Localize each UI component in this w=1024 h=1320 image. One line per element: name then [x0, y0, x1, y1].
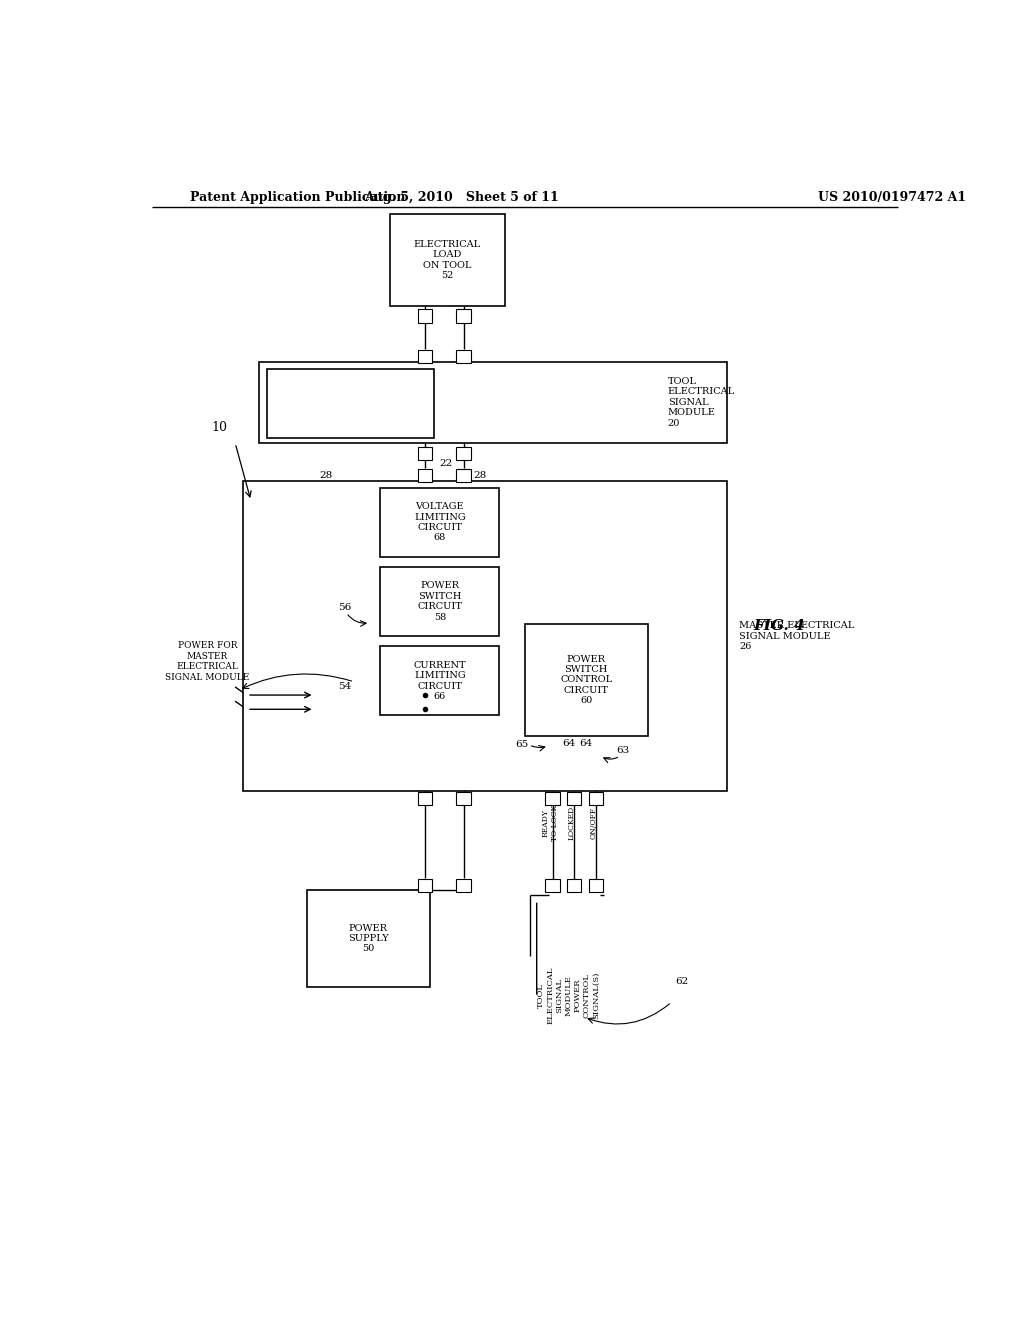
Text: LOCKED: LOCKED — [567, 807, 575, 841]
Text: ON/OFF: ON/OFF — [590, 807, 598, 840]
Text: 54: 54 — [338, 682, 351, 692]
Bar — [457, 350, 471, 363]
Bar — [566, 879, 582, 892]
Bar — [524, 624, 648, 735]
Text: US 2010/0197472 A1: US 2010/0197472 A1 — [818, 190, 967, 203]
Text: VOLTAGE
LIMITING
CIRCUIT
68: VOLTAGE LIMITING CIRCUIT 68 — [414, 502, 466, 543]
Bar — [380, 568, 500, 636]
Text: 64: 64 — [579, 739, 592, 748]
Bar — [457, 469, 471, 482]
Bar — [418, 469, 432, 482]
Bar — [418, 879, 432, 892]
Text: Patent Application Publication: Patent Application Publication — [189, 190, 406, 203]
Bar — [306, 890, 430, 987]
Bar — [457, 309, 471, 322]
Bar — [418, 350, 432, 363]
Bar — [267, 368, 433, 438]
Bar — [546, 792, 560, 805]
Text: POWER
SWITCH
CIRCUIT
58: POWER SWITCH CIRCUIT 58 — [418, 581, 463, 622]
Text: 10: 10 — [211, 421, 227, 434]
Text: TOOL
ELECTRICAL
SIGNAL
MODULE
POWER
CONTROL
SIGNAL(S): TOOL ELECTRICAL SIGNAL MODULE POWER CONT… — [537, 966, 600, 1024]
Text: 65: 65 — [515, 739, 528, 748]
Bar — [243, 480, 727, 791]
Bar — [457, 446, 471, 459]
Bar — [418, 309, 432, 322]
Text: 64: 64 — [562, 739, 575, 748]
Bar — [259, 362, 727, 444]
Bar — [589, 792, 603, 805]
Bar — [566, 792, 582, 805]
Text: FIG. 4: FIG. 4 — [753, 619, 805, 634]
Bar — [390, 214, 505, 306]
Text: READY
TO LOCK: READY TO LOCK — [542, 805, 559, 841]
Text: Aug. 5, 2010   Sheet 5 of 11: Aug. 5, 2010 Sheet 5 of 11 — [364, 190, 559, 203]
Bar — [418, 792, 432, 805]
Bar — [457, 879, 471, 892]
Text: MASTER ELECTRICAL
SIGNAL MODULE
26: MASTER ELECTRICAL SIGNAL MODULE 26 — [739, 622, 854, 651]
Text: 63: 63 — [616, 747, 630, 755]
Text: 62: 62 — [676, 977, 689, 986]
Text: ELECTRICAL
LOAD
ON TOOL
52: ELECTRICAL LOAD ON TOOL 52 — [414, 240, 481, 280]
Text: 28: 28 — [473, 471, 486, 480]
Bar — [457, 792, 471, 805]
Bar — [380, 487, 500, 557]
Bar — [589, 879, 603, 892]
Text: 28: 28 — [319, 471, 333, 480]
Text: 56: 56 — [338, 603, 351, 612]
Text: POWER FOR
MASTER
ELECTRICAL
SIGNAL MODULE: POWER FOR MASTER ELECTRICAL SIGNAL MODUL… — [165, 642, 250, 681]
Text: POWER
SWITCH
CONTROL
CIRCUIT
60: POWER SWITCH CONTROL CIRCUIT 60 — [560, 655, 612, 705]
Text: 22: 22 — [439, 459, 452, 469]
Bar — [546, 879, 560, 892]
Text: CURRENT
LIMITING
CIRCUIT
66: CURRENT LIMITING CIRCUIT 66 — [414, 661, 466, 701]
Bar — [418, 446, 432, 459]
Bar — [380, 647, 500, 715]
Text: POWER
SUPPLY
50: POWER SUPPLY 50 — [348, 924, 388, 953]
Text: TOOL
ELECTRICAL
SIGNAL
MODULE
20: TOOL ELECTRICAL SIGNAL MODULE 20 — [668, 378, 735, 428]
